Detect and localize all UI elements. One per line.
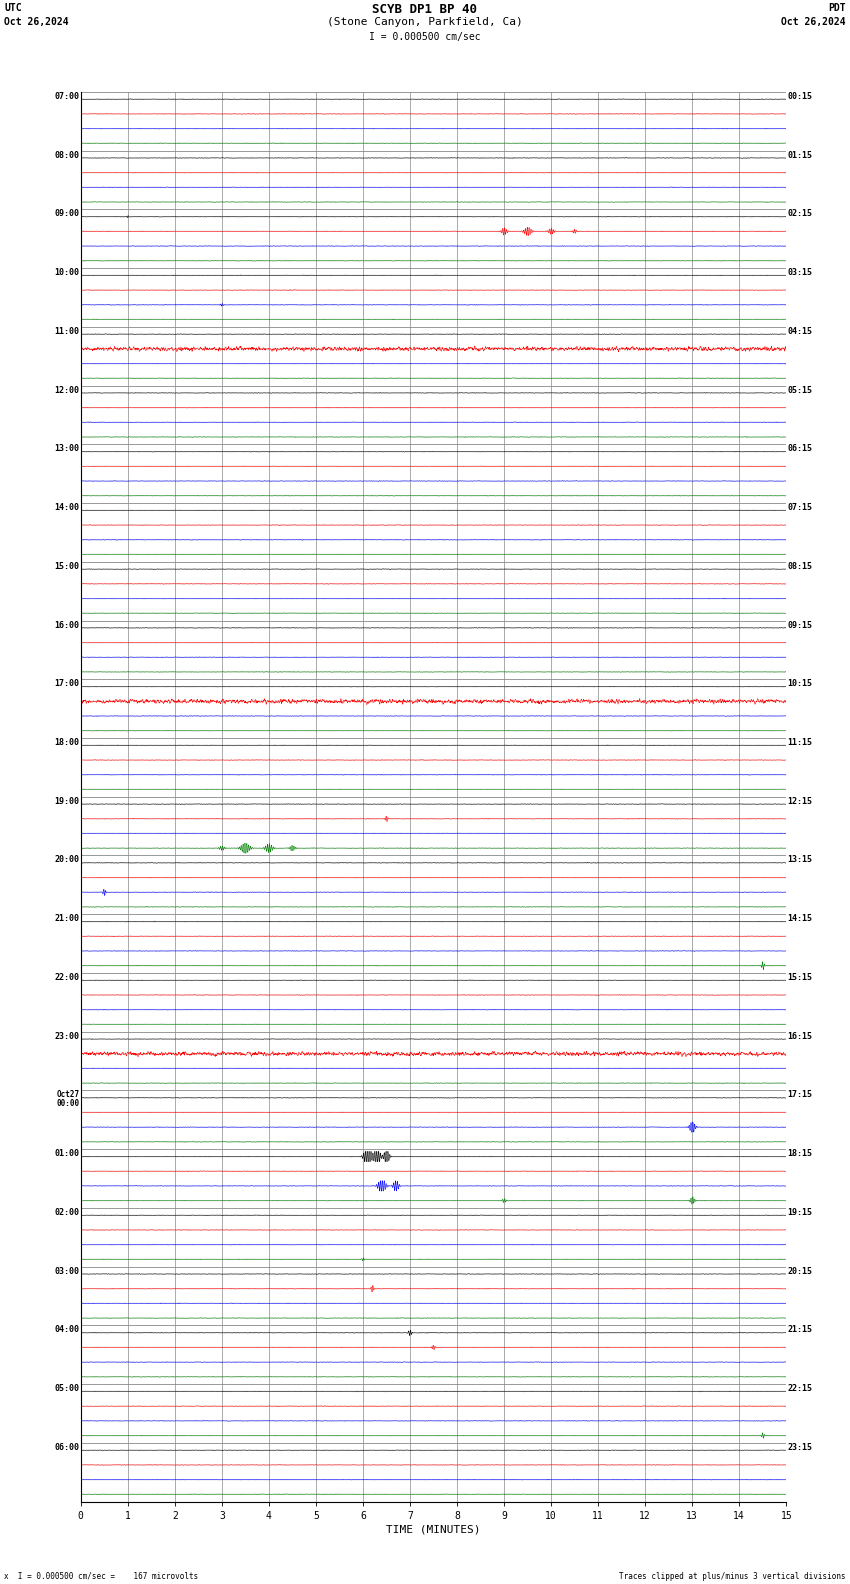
Text: Oct 26,2024: Oct 26,2024 xyxy=(781,17,846,27)
Text: 05:15: 05:15 xyxy=(788,385,813,394)
Text: 07:00: 07:00 xyxy=(54,92,79,101)
Text: 08:15: 08:15 xyxy=(788,562,813,570)
Text: 04:15: 04:15 xyxy=(788,326,813,336)
Text: 14:00: 14:00 xyxy=(54,504,79,512)
Text: 03:00: 03:00 xyxy=(54,1267,79,1275)
Text: 18:00: 18:00 xyxy=(54,738,79,748)
Text: 10:15: 10:15 xyxy=(788,680,813,689)
Text: 20:15: 20:15 xyxy=(788,1267,813,1275)
Text: 23:15: 23:15 xyxy=(788,1443,813,1453)
Text: UTC: UTC xyxy=(4,3,22,13)
Text: 02:00: 02:00 xyxy=(54,1209,79,1217)
Text: 09:00: 09:00 xyxy=(54,209,79,219)
Text: 08:00: 08:00 xyxy=(54,150,79,160)
Text: 13:15: 13:15 xyxy=(788,855,813,865)
Text: 23:00: 23:00 xyxy=(54,1031,79,1041)
Text: 16:00: 16:00 xyxy=(54,621,79,629)
Text: 21:15: 21:15 xyxy=(788,1326,813,1334)
Text: 13:00: 13:00 xyxy=(54,444,79,453)
Text: (Stone Canyon, Parkfield, Ca): (Stone Canyon, Parkfield, Ca) xyxy=(327,17,523,27)
Text: 19:15: 19:15 xyxy=(788,1209,813,1217)
Text: I = 0.000500 cm/sec: I = 0.000500 cm/sec xyxy=(369,32,481,41)
Text: Oct 26,2024: Oct 26,2024 xyxy=(4,17,69,27)
Text: 06:00: 06:00 xyxy=(54,1443,79,1453)
X-axis label: TIME (MINUTES): TIME (MINUTES) xyxy=(386,1525,481,1535)
Text: 17:15: 17:15 xyxy=(788,1090,813,1099)
Text: 15:00: 15:00 xyxy=(54,562,79,570)
Text: Traces clipped at plus/minus 3 vertical divisions: Traces clipped at plus/minus 3 vertical … xyxy=(619,1571,846,1581)
Text: 22:15: 22:15 xyxy=(788,1384,813,1394)
Text: 05:00: 05:00 xyxy=(54,1384,79,1394)
Text: 00:15: 00:15 xyxy=(788,92,813,101)
Text: 11:00: 11:00 xyxy=(54,326,79,336)
Text: 22:00: 22:00 xyxy=(54,973,79,982)
Text: 00:00: 00:00 xyxy=(56,1099,79,1107)
Text: 02:15: 02:15 xyxy=(788,209,813,219)
Text: 07:15: 07:15 xyxy=(788,504,813,512)
Text: 18:15: 18:15 xyxy=(788,1150,813,1158)
Text: 10:00: 10:00 xyxy=(54,268,79,277)
Text: Oct27: Oct27 xyxy=(56,1090,79,1099)
Text: 06:15: 06:15 xyxy=(788,444,813,453)
Text: PDT: PDT xyxy=(828,3,846,13)
Text: 04:00: 04:00 xyxy=(54,1326,79,1334)
Text: 12:00: 12:00 xyxy=(54,385,79,394)
Text: 01:00: 01:00 xyxy=(54,1150,79,1158)
Text: 17:00: 17:00 xyxy=(54,680,79,689)
Text: 21:00: 21:00 xyxy=(54,914,79,923)
Text: 12:15: 12:15 xyxy=(788,797,813,806)
Text: 09:15: 09:15 xyxy=(788,621,813,629)
Text: 03:15: 03:15 xyxy=(788,268,813,277)
Text: 14:15: 14:15 xyxy=(788,914,813,923)
Text: 20:00: 20:00 xyxy=(54,855,79,865)
Text: 11:15: 11:15 xyxy=(788,738,813,748)
Text: SCYB DP1 BP 40: SCYB DP1 BP 40 xyxy=(372,3,478,16)
Text: 16:15: 16:15 xyxy=(788,1031,813,1041)
Text: x  I = 0.000500 cm/sec =    167 microvolts: x I = 0.000500 cm/sec = 167 microvolts xyxy=(4,1571,199,1581)
Text: 15:15: 15:15 xyxy=(788,973,813,982)
Text: 19:00: 19:00 xyxy=(54,797,79,806)
Text: 01:15: 01:15 xyxy=(788,150,813,160)
